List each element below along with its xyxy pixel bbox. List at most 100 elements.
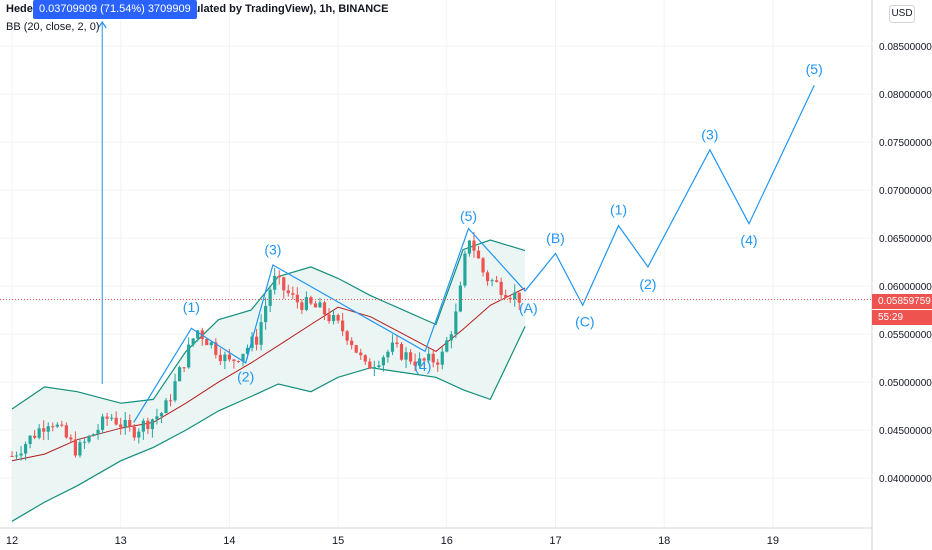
candle-body	[472, 240, 476, 251]
candle-body	[377, 365, 381, 368]
candle-body	[322, 302, 327, 315]
candle-body	[23, 443, 28, 454]
candle-body	[55, 424, 59, 427]
candle-body	[404, 352, 408, 360]
wave-label: (C)	[575, 314, 594, 330]
candle-body	[454, 311, 458, 335]
candle-body	[227, 354, 231, 360]
candle-body	[191, 338, 195, 345]
candle-body	[159, 413, 164, 417]
y-tick-label: 0.06000000	[879, 282, 932, 293]
elliott-wave-drawing: (1) (2) (3) (4) (5) (A) (B) (C) (1) (2) (3) (4) (5)	[133, 61, 823, 423]
candle-body	[327, 314, 331, 322]
candle-body	[490, 280, 494, 282]
candle-body	[264, 305, 268, 323]
wave-label: (3)	[701, 126, 718, 142]
candle-body	[218, 354, 222, 362]
candle-body	[386, 351, 390, 358]
x-tick-label: 12	[6, 535, 18, 547]
candle-body	[445, 340, 449, 352]
candle-body	[128, 420, 132, 427]
candle-body	[196, 330, 200, 339]
candle-body	[481, 258, 485, 273]
candle-body	[205, 339, 209, 346]
candle-body	[42, 428, 46, 432]
candle-body	[123, 420, 127, 428]
candle-body	[51, 426, 55, 428]
candle-body	[476, 250, 481, 259]
candle-body	[359, 352, 363, 356]
candle-body	[64, 425, 68, 438]
currency-button[interactable]: USD	[889, 5, 915, 23]
candle-body	[504, 294, 508, 298]
indicator-legend[interactable]: BB (20, close, 2, 0)	[6, 21, 100, 33]
wave-label: (4)	[414, 358, 431, 374]
y-tick-label: 0.05000000	[879, 378, 932, 389]
y-tick-label: 0.07000000	[879, 186, 932, 197]
candle-body	[273, 275, 277, 290]
wave-label: (5)	[806, 61, 823, 77]
candle-body	[146, 420, 150, 430]
candle-body	[331, 315, 336, 322]
candle-body	[214, 342, 218, 355]
candle-body	[132, 426, 136, 438]
wave-label: (2)	[639, 276, 656, 292]
candle-body	[341, 320, 345, 332]
candle-body	[449, 334, 453, 341]
candle-body	[318, 302, 322, 308]
candle-body	[155, 416, 159, 420]
candle-body	[499, 281, 503, 295]
candle-body	[336, 315, 340, 321]
last-price-label: 0.05859759	[872, 294, 932, 309]
wave-path	[133, 85, 815, 423]
candle-body	[91, 434, 96, 437]
candle-body	[513, 292, 517, 300]
candle-body	[46, 426, 50, 432]
candle-body	[517, 292, 521, 303]
candle-body	[363, 355, 367, 362]
candle-body	[413, 361, 417, 366]
candle-body	[37, 428, 41, 438]
candle-body	[100, 416, 105, 430]
candle-body	[187, 344, 191, 368]
candle-body	[259, 322, 263, 345]
candle-body	[119, 424, 123, 428]
candle-body	[82, 441, 87, 443]
candle-body	[69, 437, 73, 440]
candle-body	[209, 342, 213, 346]
candle-body	[399, 344, 404, 360]
candle-body	[245, 347, 250, 354]
candle-body	[436, 362, 440, 365]
candle-body	[232, 359, 236, 362]
candle-body	[458, 285, 462, 312]
candle-body	[60, 424, 64, 426]
candle-body	[223, 354, 227, 362]
candle-body	[268, 289, 272, 306]
measure-arrowhead	[97, 20, 107, 29]
bar-countdown: 55:29	[872, 310, 932, 325]
candle-body	[150, 419, 155, 430]
wave-label: (1)	[183, 299, 200, 315]
y-tick-label: 0.05500000	[879, 330, 932, 341]
x-tick-label: 15	[332, 535, 344, 547]
wave-label: (2)	[237, 368, 254, 384]
x-tick-label: 19	[767, 535, 779, 547]
candle-body	[408, 352, 413, 362]
candle-body	[485, 272, 490, 282]
chart-grid	[0, 0, 872, 528]
candle-body	[114, 417, 118, 425]
candle-body	[19, 453, 23, 456]
candle-body	[300, 302, 304, 310]
candle-body	[73, 439, 78, 456]
candle-body	[418, 358, 422, 366]
candle-body	[28, 435, 32, 444]
wave-label: (4)	[740, 232, 757, 248]
candle-body	[105, 416, 109, 419]
candle-body	[277, 275, 281, 278]
candle-body	[309, 297, 313, 304]
measure-tool	[97, 20, 107, 384]
candle-body	[508, 297, 512, 300]
candle-body	[372, 367, 376, 369]
